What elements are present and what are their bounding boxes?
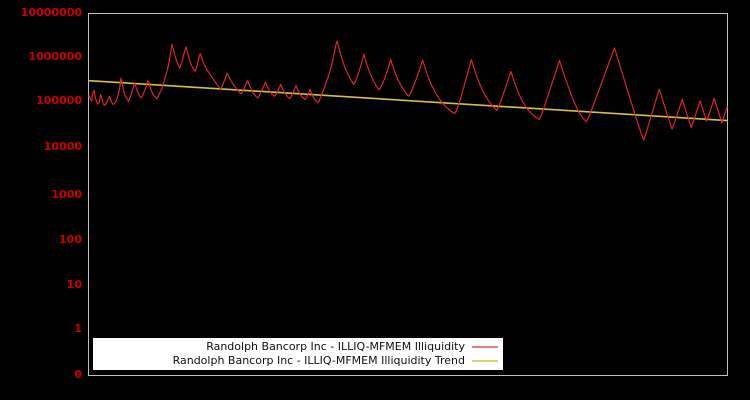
y-axis-tick-labels: 10000000 1000000 100000 10000 1000 100 1… (21, 6, 83, 381)
series-illiquidity-trend-line (88, 79, 728, 122)
legend-label-illiquidity-trend: Randolph Bancorp Inc - ILLIQ-MFMEM Illiq… (173, 354, 465, 367)
y-tick-10: 10 (67, 278, 83, 291)
y-tick-10000000: 10000000 (21, 6, 83, 19)
legend-background (93, 338, 503, 370)
chart-legend[interactable]: Randolph Bancorp Inc - ILLIQ-MFMEM Illiq… (93, 338, 503, 370)
plot-area-frame (88, 13, 728, 376)
series-group (88, 40, 728, 141)
y-tick-1000: 1000 (51, 188, 82, 201)
y-tick-0: 0 (74, 368, 82, 381)
y-tick-1000000: 1000000 (28, 50, 82, 63)
series-illiquidity-line (88, 40, 728, 141)
legend-label-illiquidity: Randolph Bancorp Inc - ILLIQ-MFMEM Illiq… (206, 340, 465, 353)
y-tick-100000: 100000 (36, 94, 82, 107)
y-tick-10000: 10000 (44, 140, 83, 153)
y-tick-1: 1 (74, 322, 82, 335)
y-tick-100: 100 (59, 233, 82, 246)
